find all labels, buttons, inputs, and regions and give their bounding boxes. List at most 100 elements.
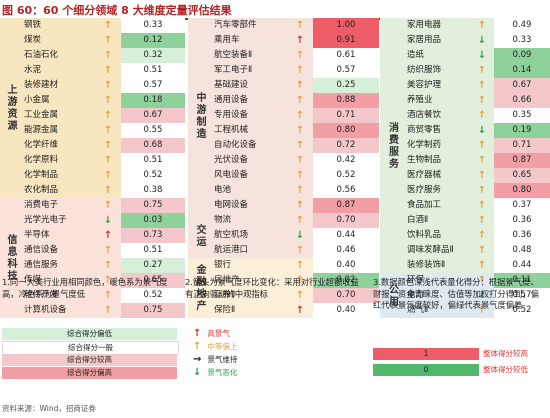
score-value: 0.40 bbox=[313, 258, 379, 273]
arrow-up-icon: ↑ bbox=[287, 168, 313, 183]
score-scale-item: 0 整体得分较低 bbox=[373, 364, 545, 378]
industry-name: 水泥 bbox=[21, 63, 95, 78]
arrow-up-icon: ↑ bbox=[95, 183, 121, 198]
table-row: 工业金属 ↑ 0.67 bbox=[0, 108, 185, 123]
table-row: 通信设备 ↑ 0.51 bbox=[0, 243, 185, 258]
legend-swatch: 综合得分偏低 bbox=[2, 328, 177, 340]
industry-name: 医疗器械 bbox=[404, 168, 470, 183]
industry-name: 军工电子Ⅱ bbox=[211, 63, 287, 78]
score-value: 0.80 bbox=[313, 123, 379, 138]
industry-name: 航空机场 bbox=[211, 228, 287, 243]
score-value: 0.52 bbox=[121, 168, 185, 183]
industry-name: 能源金属 bbox=[21, 123, 95, 138]
score-value: 0.71 bbox=[494, 138, 550, 153]
score-value: 0.65 bbox=[121, 273, 185, 288]
table-row: 光学光电子 ↓ 0.03 bbox=[0, 213, 185, 228]
table-row: 家用电器 ↑ 0.49 bbox=[380, 18, 550, 33]
score-value: 0.67 bbox=[494, 78, 550, 93]
figure-title-bar: 图 60：60 个细分领域 8 大维度定量评估结果 bbox=[0, 0, 550, 20]
score-value: 0.27 bbox=[121, 258, 185, 273]
table-row: 航空机场 ↓ 0.44 bbox=[188, 228, 379, 243]
group-label: 金融地产 bbox=[188, 258, 211, 318]
industry-name: 航运港口 bbox=[211, 243, 287, 258]
table-row: 装修装饰Ⅱ ↑ 0.44 bbox=[380, 258, 550, 273]
score-value: 1.00 bbox=[313, 18, 379, 33]
group-label: 中游制造 bbox=[188, 18, 211, 213]
table-row: 乘用车 ↑ 0.91 bbox=[188, 33, 379, 48]
industry-name: 汽车零部件 bbox=[211, 18, 287, 33]
industry-name: 物流 bbox=[211, 213, 287, 228]
arrow-up-icon: ↑ bbox=[287, 63, 313, 78]
score-value: 0.33 bbox=[494, 33, 550, 48]
industry-name: 装修建材 bbox=[21, 78, 95, 93]
arrow-up-icon: ↑ bbox=[287, 18, 313, 33]
industry-name: 半导体 bbox=[21, 228, 95, 243]
industry-name: 通信服务 bbox=[21, 258, 95, 273]
arrow-up-icon: ↑ bbox=[470, 63, 494, 78]
table-row: 农化制品 ↑ 0.38 bbox=[0, 183, 185, 198]
score-value: 0.68 bbox=[121, 138, 185, 153]
score-value: 0.51 bbox=[121, 153, 185, 168]
score-value: 0.18 bbox=[121, 93, 185, 108]
score-value: 0.57 bbox=[121, 78, 185, 93]
industry-name: 食品加工 bbox=[404, 198, 470, 213]
arrow-up-icon: ↑ bbox=[287, 93, 313, 108]
table-row: 电力 ↓ 0.57 bbox=[380, 288, 550, 303]
score-value: 0.37 bbox=[494, 198, 550, 213]
table-row: 通信服务 ↑ 0.27 bbox=[0, 258, 185, 273]
arrow-up-icon: ↑ bbox=[95, 93, 121, 108]
table-row: 能源金属 ↑ 0.55 bbox=[0, 123, 185, 138]
legend-label: 中等偏上 bbox=[207, 342, 238, 351]
group-label: 信息科技 bbox=[0, 198, 21, 318]
industry-name: 装修装饰Ⅱ bbox=[404, 258, 470, 273]
table-row: 化学制品 ↑ 0.52 bbox=[0, 168, 185, 183]
table-row: 半导体 ↑ 0.73 bbox=[0, 228, 185, 243]
industry-name: 小金属 bbox=[21, 93, 95, 108]
score-value: 0.19 bbox=[494, 123, 550, 138]
arrow-up-icon: ↑ bbox=[470, 303, 494, 318]
arrow-up-icon: ↑ bbox=[470, 138, 494, 153]
table-row: 电网设备 ↑ 0.87 bbox=[188, 198, 379, 213]
industry-name: 电网设备 bbox=[211, 198, 287, 213]
score-value: 0.65 bbox=[494, 168, 550, 183]
industry-name: 工程机械 bbox=[211, 123, 287, 138]
arrow-up-icon: ↑ bbox=[470, 153, 494, 168]
industry-name: 乘用车 bbox=[211, 33, 287, 48]
table-row: 医疗器械 ↑ 0.65 bbox=[380, 168, 550, 183]
score-value: 0.51 bbox=[121, 243, 185, 258]
table-row: 软件开发 ↑ 0.52 bbox=[0, 288, 185, 303]
panel-3: 消费服务 家用电器 ↑ 0.49 家居用品 ↓ 0.33 造纸 ↓ 0.09 纺织服饰 ↑ 0.14 美容… bbox=[380, 18, 550, 318]
arrow-down-icon: ↓ bbox=[287, 228, 313, 243]
industry-name: 银行 bbox=[211, 258, 287, 273]
table-row: 酒店餐饮 ↑ 0.35 bbox=[380, 108, 550, 123]
industry-name: 专用设备 bbox=[211, 108, 287, 123]
table-row: 化学纤维 ↑ 0.68 bbox=[0, 138, 185, 153]
arrow-up-icon: ↑ bbox=[470, 273, 494, 288]
arrow-down-icon: ↓ bbox=[470, 288, 494, 303]
score-value: 0.70 bbox=[313, 288, 379, 303]
table-row: 计算机设备 ↑ 0.75 bbox=[0, 303, 185, 318]
table-row: 航运港口 ↑ 0.46 bbox=[188, 243, 379, 258]
table-row: 调味发酵品Ⅱ ↑ 0.48 bbox=[380, 243, 550, 258]
table-row: 美容护理 ↑ 0.67 bbox=[380, 78, 550, 93]
arrow-up-icon: ↑ bbox=[95, 153, 121, 168]
group-label: 消费服务 bbox=[380, 18, 404, 273]
industry-name: 白酒Ⅱ bbox=[404, 213, 470, 228]
legend-label: 景气维持 bbox=[207, 355, 238, 364]
table-row: 食品加工 ↑ 0.37 bbox=[380, 198, 550, 213]
legend-label: 高景气 bbox=[207, 329, 230, 338]
table-row: 水泥 ↑ 0.51 bbox=[0, 63, 185, 78]
table-row: 基础建设 ↑ 0.25 bbox=[188, 78, 379, 93]
industry-name: 化学制药 bbox=[404, 138, 470, 153]
score-value: 0.66 bbox=[494, 93, 550, 108]
table-row: 工程机械 ↑ 0.80 bbox=[188, 123, 379, 138]
industry-name: 纺织服饰 bbox=[404, 63, 470, 78]
arrow-up-icon: ↑ bbox=[95, 108, 121, 123]
table-row: 化学制药 ↑ 0.71 bbox=[380, 138, 550, 153]
arrow-up-icon: ↑ bbox=[287, 123, 313, 138]
industry-name: 农化制品 bbox=[21, 183, 95, 198]
arrow-up-icon: ↑ bbox=[95, 63, 121, 78]
industry-name: 养殖业 bbox=[404, 93, 470, 108]
score-value: 0.33 bbox=[121, 18, 185, 33]
table-row: 消费电子 ↑ 0.75 bbox=[0, 198, 185, 213]
